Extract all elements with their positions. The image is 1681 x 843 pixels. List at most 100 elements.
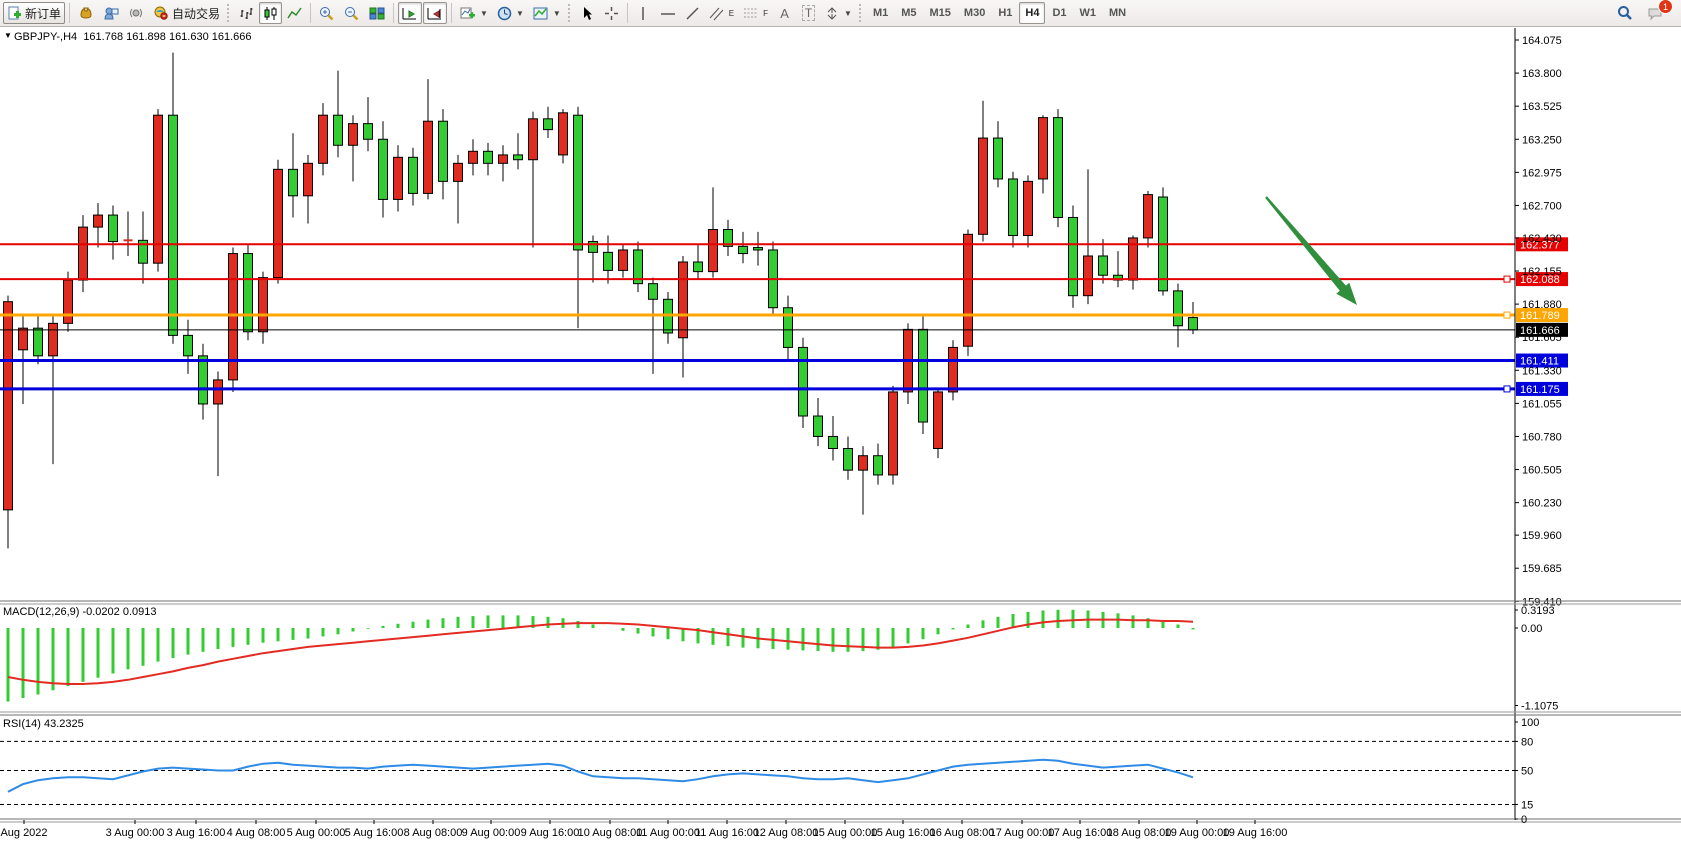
- price-line-label: [1516, 381, 1568, 396]
- svg-text:159.685: 159.685: [1522, 563, 1562, 575]
- svg-text:161.055: 161.055: [1522, 398, 1562, 410]
- svg-text:15 Aug 16:00: 15 Aug 16:00: [871, 827, 936, 839]
- svg-text:0.00: 0.00: [1521, 623, 1542, 635]
- market-watch-button[interactable]: [74, 2, 98, 24]
- svg-text:3 Aug 16:00: 3 Aug 16:00: [167, 827, 226, 839]
- chevron-down-icon: ▼: [552, 8, 561, 18]
- rsi-indicator-label: RSI(14) 43.2325: [3, 718, 84, 730]
- separator: [69, 3, 71, 23]
- axis-layer: 162.377 162.088 161.789 161.666 161.411 161.1…: [0, 28, 1681, 839]
- equidistant-channel-button[interactable]: E: [705, 2, 738, 24]
- toolbar-grip[interactable]: [227, 4, 232, 22]
- timeframe-h1-button[interactable]: H1: [998, 7, 1013, 19]
- svg-text:163.800: 163.800: [1522, 68, 1562, 80]
- macd-layer: 0.3193 0.00 -1.1075: [6, 605, 1558, 713]
- price-line-label: [1516, 272, 1568, 287]
- rsi-line: [7, 758, 1194, 793]
- timeframe-m15-button[interactable]: M15: [929, 7, 951, 19]
- text-label-icon: T: [801, 5, 816, 21]
- zoom-in-icon: [320, 6, 334, 20]
- zoom-in-button[interactable]: [315, 2, 339, 24]
- vertical-line-button[interactable]: [632, 2, 655, 24]
- svg-text:160.230: 160.230: [1522, 498, 1562, 510]
- new-order-button[interactable]: 新订单: [3, 2, 66, 24]
- candlestick-chart-button[interactable]: [259, 2, 283, 24]
- arrows-button[interactable]: ▼: [821, 2, 856, 24]
- price-line-label: [1516, 322, 1568, 337]
- timeframe-mn-button[interactable]: MN: [1109, 7, 1127, 19]
- svg-text:160.505: 160.505: [1522, 465, 1562, 477]
- svg-text:161.411: 161.411: [1520, 356, 1559, 368]
- indicators-icon: [460, 7, 476, 18]
- timeframe-m1-button[interactable]: M1: [872, 7, 889, 19]
- svg-text:12 Aug 08:00: 12 Aug 08:00: [754, 827, 819, 839]
- toolbar-grip[interactable]: [567, 4, 573, 22]
- fibonacci-button[interactable]: F: [739, 2, 772, 24]
- toolbar-right-group: 1: [1613, 0, 1678, 24]
- svg-text:0.3193: 0.3193: [1521, 605, 1555, 617]
- crosshair-button[interactable]: [600, 2, 623, 24]
- trendline-button[interactable]: [681, 2, 704, 24]
- timeframe-h4-button[interactable]: H4: [1019, 2, 1046, 24]
- svg-text:0: 0: [1521, 814, 1527, 826]
- svg-text:19 Aug 00:00: 19 Aug 00:00: [1165, 827, 1230, 839]
- svg-text:9 Aug 16:00: 9 Aug 16:00: [521, 827, 580, 839]
- price-line-label: [1516, 237, 1568, 252]
- channel-icon: [709, 7, 724, 20]
- vertical-line-icon: [642, 6, 645, 20]
- line-chart-button[interactable]: [283, 2, 306, 24]
- chart-dropdown-icon[interactable]: ▼: [4, 31, 12, 40]
- periods-clock-icon: [497, 6, 512, 20]
- bar-chart-button[interactable]: [235, 2, 258, 24]
- separator: [451, 3, 453, 23]
- chart-canvas[interactable]: 162.377 162.088 161.789 161.666 161.411 161.1…: [0, 27, 1681, 843]
- auto-trading-icon: [154, 6, 168, 20]
- horizontal-line-button[interactable]: [656, 2, 680, 24]
- macd-indicator-label: MACD(12,26,9) -0.0202 0.0913: [3, 606, 157, 618]
- svg-text:4 Aug 08:00: 4 Aug 08:00: [227, 827, 286, 839]
- separator: [310, 3, 312, 23]
- svg-text:162.088: 162.088: [1520, 274, 1560, 286]
- timeframe-w1-button[interactable]: W1: [1079, 7, 1097, 19]
- strategy-tester-button[interactable]: [124, 2, 148, 24]
- svg-text:164.075: 164.075: [1522, 35, 1562, 47]
- toolbar-grip[interactable]: [858, 4, 864, 22]
- periods-button[interactable]: ▼: [493, 2, 528, 24]
- new-order-label: 新订单: [25, 6, 62, 21]
- notifications-button[interactable]: 1: [1643, 0, 1673, 24]
- svg-text:17 Aug 16:00: 17 Aug 16:00: [1048, 827, 1113, 839]
- down-trend-arrow: [1265, 196, 1357, 305]
- zoom-out-icon: [345, 6, 359, 20]
- svg-text:162.975: 162.975: [1522, 167, 1562, 179]
- tile-windows-button[interactable]: [365, 2, 389, 24]
- text-button[interactable]: A: [773, 2, 796, 24]
- channel-sub-label: E: [728, 8, 735, 18]
- chart-symbol-period: GBPJPY-,H4: [14, 31, 78, 43]
- svg-text:80: 80: [1521, 736, 1533, 748]
- chart-shift-icon: [427, 7, 442, 19]
- svg-text:162.155: 162.155: [1522, 266, 1562, 278]
- auto-trading-label: 自动交易: [172, 6, 221, 21]
- timeframe-d1-button[interactable]: D1: [1052, 7, 1067, 19]
- zoom-out-button[interactable]: [340, 2, 364, 24]
- data-window-button[interactable]: [99, 2, 123, 24]
- new-order-icon: [8, 6, 21, 19]
- search-button[interactable]: [1613, 2, 1637, 24]
- text-label-button[interactable]: T: [797, 2, 820, 24]
- templates-button[interactable]: ▼: [529, 2, 565, 24]
- auto-trading-button[interactable]: 自动交易: [149, 2, 224, 24]
- indicators-button[interactable]: ▼: [456, 2, 492, 24]
- svg-text:163.250: 163.250: [1522, 134, 1562, 146]
- chart-shift-button[interactable]: [423, 2, 448, 24]
- timeframe-m5-button[interactable]: M5: [901, 7, 917, 19]
- horizontal-line-icon: [660, 12, 675, 15]
- timeframe-m30-button[interactable]: M30: [963, 7, 986, 19]
- auto-scroll-button[interactable]: [398, 2, 423, 24]
- candles-layer: [3, 52, 1198, 549]
- svg-text:9 Aug 00:00: 9 Aug 00:00: [462, 827, 521, 839]
- cursor-button[interactable]: [576, 2, 599, 24]
- svg-text:161.175: 161.175: [1520, 384, 1560, 396]
- svg-text:161.666: 161.666: [1520, 325, 1560, 337]
- bar-chart-icon: [240, 7, 253, 19]
